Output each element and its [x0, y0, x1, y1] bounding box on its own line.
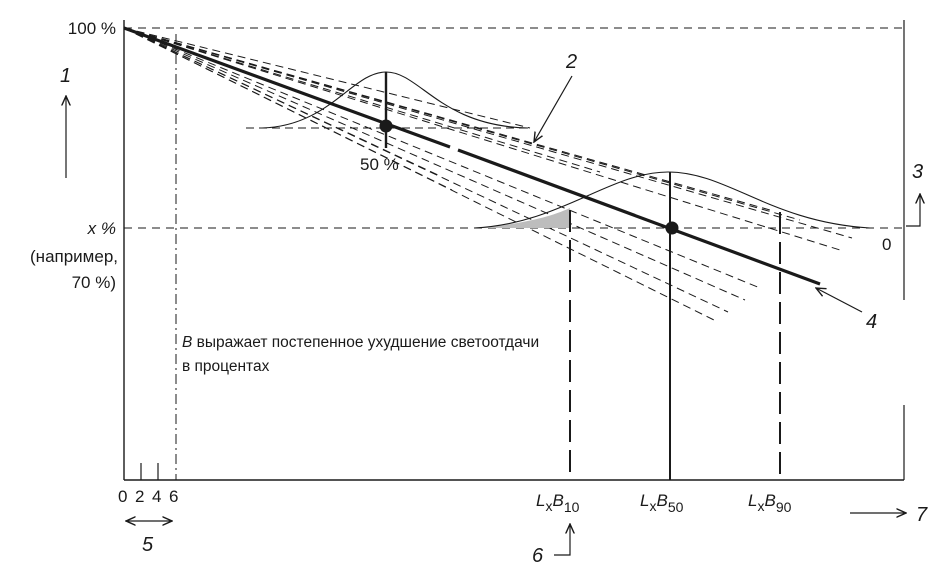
label-x-percent: x %	[87, 219, 116, 238]
callout-2: 2	[565, 51, 577, 73]
x-tick-0: 0	[118, 487, 127, 506]
median-point-50	[379, 119, 393, 133]
x-tick-2: 2	[135, 487, 144, 506]
label-example-1: (например,	[30, 247, 118, 266]
label-zero: 0	[882, 235, 891, 254]
label-lxb90: LxB90	[748, 491, 792, 515]
median-degradation-line	[123, 26, 451, 149]
median-point-lower	[665, 221, 679, 235]
callout-5: 5	[142, 534, 154, 556]
callout-2-arrow	[534, 75, 573, 142]
callout-1: 1	[60, 65, 71, 87]
note-line-2: в процентах	[182, 358, 270, 375]
x-tick-6: 6	[169, 487, 178, 506]
label-50-percent: 50 %	[360, 155, 399, 174]
distribution-curve-lower	[473, 171, 871, 229]
note-line-1: B выражает постепенное ухудшение светоот…	[182, 334, 539, 351]
callout-4-arrow	[816, 288, 863, 313]
x-tick-4: 4	[152, 487, 161, 506]
callout-4: 4	[866, 311, 877, 333]
callout-3: 3	[912, 161, 923, 183]
callout-3-arrow	[906, 194, 920, 227]
callout-6: 6	[532, 545, 544, 567]
median-degradation-line-2	[457, 148, 821, 286]
label-100-percent: 100 %	[68, 19, 116, 38]
projection-lines	[123, 27, 853, 323]
callout-6-arrow	[554, 524, 570, 556]
label-example-2: 70 %)	[72, 273, 116, 292]
label-lxb50: LxB50	[640, 491, 684, 515]
label-lxb10: LxB10	[536, 491, 580, 515]
shaded-tail-area	[478, 208, 570, 228]
distribution-curve-upper	[261, 71, 529, 129]
callout-7: 7	[916, 504, 928, 526]
